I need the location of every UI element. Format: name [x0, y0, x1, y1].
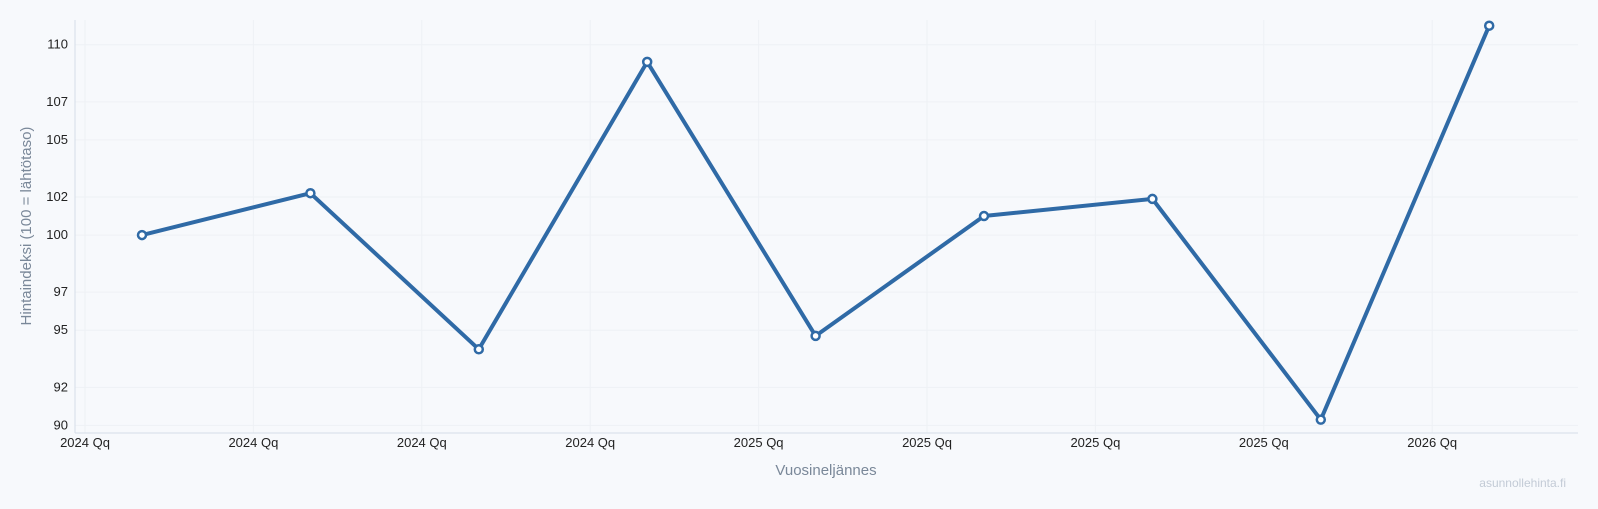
x-tick-label: 2026 Qq	[1407, 435, 1457, 450]
data-point[interactable]	[473, 344, 485, 355]
x-axis-title: Vuosineljännes	[775, 462, 876, 479]
y-tick-labels: 90 92 95 97 100 102 105 107 110	[46, 37, 68, 433]
x-tick-label: 2024 Qq	[565, 435, 615, 450]
data-point[interactable]	[136, 229, 148, 241]
y-tick-label: 102	[46, 189, 68, 204]
data-point[interactable]	[978, 210, 990, 222]
x-tick-label: 2025 Qq	[902, 435, 952, 450]
series-line	[140, 23, 1492, 422]
data-point[interactable]	[1483, 20, 1495, 31]
data-point[interactable]	[641, 56, 653, 68]
grid	[75, 20, 1578, 433]
series-layer	[136, 20, 1495, 425]
y-tick-label: 92	[54, 379, 68, 394]
data-point[interactable]	[1315, 414, 1327, 425]
data-point[interactable]	[305, 187, 316, 199]
x-tick-label: 2025 Qq	[1070, 435, 1120, 450]
x-tick-labels: 2024 Qq 2024 Qq 2024 Qq 2024 Qq 2025 Qq 2025 …	[60, 435, 1457, 450]
data-point[interactable]	[810, 330, 821, 342]
y-tick-label: 95	[54, 322, 68, 337]
y-axis-title: Hintaindeksi (100 = lähtötaso)	[18, 127, 35, 326]
y-tick-label: 90	[54, 417, 68, 432]
y-tick-label: 105	[46, 132, 68, 147]
x-tick-label: 2024 Qq	[60, 435, 110, 450]
data-point[interactable]	[1147, 193, 1158, 205]
x-tick-label: 2025 Qq	[1239, 435, 1289, 450]
y-tick-label: 97	[54, 284, 68, 299]
y-tick-label: 100	[46, 227, 68, 242]
x-tick-label: 2025 Qq	[734, 435, 784, 450]
y-tick-label: 110	[47, 37, 68, 52]
x-tick-label: 2024 Qq	[397, 435, 447, 450]
watermark: asunnollehinta.fi	[1479, 476, 1566, 490]
y-tick-label: 107	[46, 94, 68, 109]
x-tick-label: 2024 Qq	[228, 435, 278, 450]
